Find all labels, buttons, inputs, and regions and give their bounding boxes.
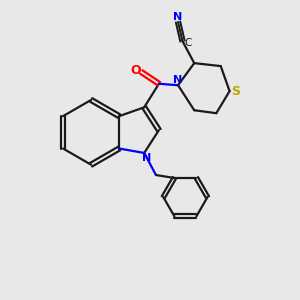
- Text: O: O: [130, 64, 141, 77]
- Text: C: C: [184, 38, 191, 48]
- Text: N: N: [142, 153, 151, 163]
- Text: N: N: [173, 12, 183, 22]
- Text: N: N: [173, 75, 182, 85]
- Text: S: S: [232, 85, 241, 98]
